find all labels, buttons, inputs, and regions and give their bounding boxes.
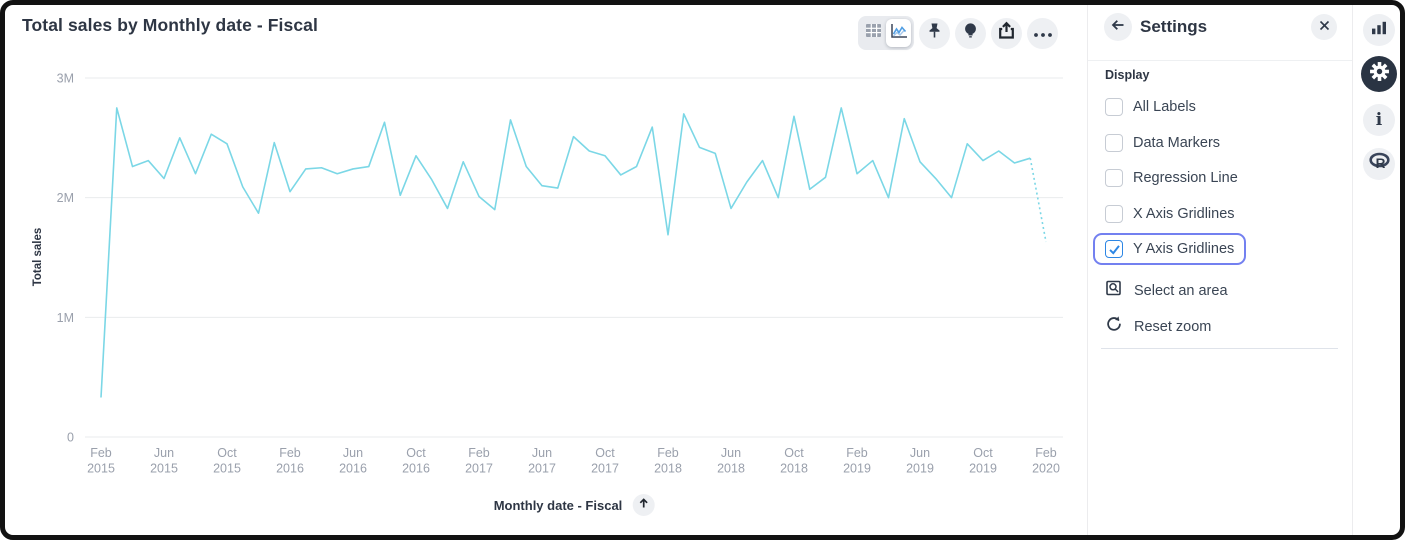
checkbox-all-labels[interactable]: [1105, 98, 1123, 116]
visualization-rail-button[interactable]: [1363, 14, 1395, 46]
checkbox-label[interactable]: Y Axis Gridlines: [1133, 241, 1235, 257]
action-reset-zoom[interactable]: Reset zoom: [1105, 315, 1211, 338]
checkbox-x-axis-gridlines[interactable]: [1105, 204, 1123, 223]
x-tick-label: Jun 2018: [717, 446, 745, 476]
svg-text:R: R: [1375, 156, 1385, 171]
back-button[interactable]: [1104, 13, 1132, 41]
line-chart[interactable]: 3M 2M 1M 0 Feb 2015 Jun 2015 Oct 2015 Feb 2016 Jun 20…: [0, 0, 1087, 535]
r-logo-icon: R: [1368, 152, 1391, 176]
reset-zoom-icon: [1105, 315, 1123, 338]
settings-rail-button[interactable]: [1361, 56, 1397, 92]
option-row-data-markers[interactable]: Data Markers: [1093, 127, 1232, 159]
x-tick-label: Feb 2016: [276, 446, 304, 476]
x-tick-label: Feb 2015: [87, 446, 115, 476]
x-tick-label: Jun 2019: [906, 446, 934, 476]
card-title: Total sales by Monthly date - Fiscal: [22, 15, 318, 35]
checkbox-label[interactable]: X Axis Gridlines: [1133, 205, 1235, 222]
lightbulb-icon: [963, 22, 978, 45]
checkbox-regression-line[interactable]: [1105, 169, 1123, 187]
action-label: Reset zoom: [1134, 318, 1212, 335]
series-line: [100, 107, 1031, 398]
sort-ascending-button[interactable]: [632, 494, 655, 516]
close-icon: [1319, 18, 1330, 36]
checkbox-label[interactable]: All Labels: [1133, 99, 1196, 115]
chart-card: Total sales by Monthly date - Fiscal 3M 2…: [0, 0, 1087, 535]
close-button[interactable]: [1311, 14, 1337, 40]
more-options-button[interactable]: [1027, 17, 1058, 49]
action-select-an-area[interactable]: Select an area: [1105, 279, 1228, 302]
insights-button[interactable]: [955, 17, 986, 49]
checkbox-label[interactable]: Data Markers: [1133, 134, 1221, 151]
y-tick-label: 0: [67, 431, 74, 445]
x-tick-label: Feb 2018: [654, 446, 682, 476]
y-tick-label: 1M: [57, 311, 74, 325]
y-axis-title: Total sales: [32, 227, 44, 287]
actions-divider: [1101, 348, 1338, 349]
x-tick-label: Jun 2015: [150, 446, 178, 476]
x-tick-label: Jun 2017: [528, 446, 556, 476]
settings-header: Settings: [1088, 0, 1352, 60]
x-tick-label: Oct 2017: [591, 446, 619, 476]
y-tick-label: 3M: [57, 72, 74, 86]
bar-chart-icon: [1370, 20, 1388, 41]
settings-title: Settings: [1140, 17, 1208, 36]
gear-icon: [1369, 61, 1390, 87]
table-view-button[interactable]: [861, 19, 886, 47]
x-tick-label: Feb 2020: [1032, 446, 1060, 476]
option-row-y-axis-gridlines[interactable]: Y Axis Gridlines: [1093, 233, 1247, 265]
x-tick-label: Jun 2016: [339, 446, 367, 476]
line-chart-icon: [890, 23, 908, 44]
arrow-up-icon: [637, 496, 649, 514]
x-tick-label: Oct 2019: [969, 446, 997, 476]
share-icon: [997, 21, 1016, 45]
settings-panel: Settings Display All Labels Data Markers R…: [1087, 0, 1352, 535]
x-tick-label: Feb 2019: [843, 446, 871, 476]
x-tick-label: Feb 2017: [465, 446, 493, 476]
arrow-left-icon: [1110, 18, 1126, 37]
x-tick-label: Oct 2018: [780, 446, 808, 476]
r-logo-rail-button[interactable]: R: [1363, 148, 1395, 180]
x-axis-footer: Monthly date - Fiscal: [494, 494, 655, 516]
pin-button[interactable]: [919, 17, 950, 49]
visualization-toggle: [858, 16, 914, 50]
info-rail-button[interactable]: i: [1363, 104, 1395, 136]
option-row-all-labels[interactable]: All Labels: [1093, 91, 1208, 123]
checkbox-label[interactable]: Regression Line: [1133, 170, 1238, 186]
header-divider: [1088, 60, 1352, 61]
action-label: Select an area: [1134, 282, 1228, 299]
ellipsis-icon: [1033, 24, 1052, 42]
y-tick-label: 2M: [57, 191, 74, 205]
share-button[interactable]: [991, 17, 1022, 49]
display-section-label: Display: [1105, 68, 1150, 82]
select-area-icon: [1105, 279, 1123, 302]
chart-view-button[interactable]: [886, 19, 911, 47]
option-row-regression-line[interactable]: Regression Line: [1093, 162, 1250, 194]
option-row-x-axis-gridlines[interactable]: X Axis Gridlines: [1093, 198, 1247, 230]
table-icon: [865, 23, 882, 43]
x-axis-title: Monthly date - Fiscal: [493, 497, 623, 513]
x-tick-label: Oct 2016: [402, 446, 430, 476]
checkbox-y-axis-gridlines[interactable]: [1105, 240, 1123, 258]
x-tick-label: Oct 2015: [213, 446, 241, 476]
display-options: All Labels Data Markers Regression Line X A…: [1093, 91, 1250, 269]
card-toolbar: [858, 16, 1058, 50]
series-line-projected: [1029, 158, 1047, 243]
info-icon: i: [1375, 109, 1383, 130]
pin-icon: [927, 22, 942, 44]
right-rail: i R: [1352, 0, 1405, 535]
checkbox-data-markers[interactable]: [1105, 133, 1123, 152]
